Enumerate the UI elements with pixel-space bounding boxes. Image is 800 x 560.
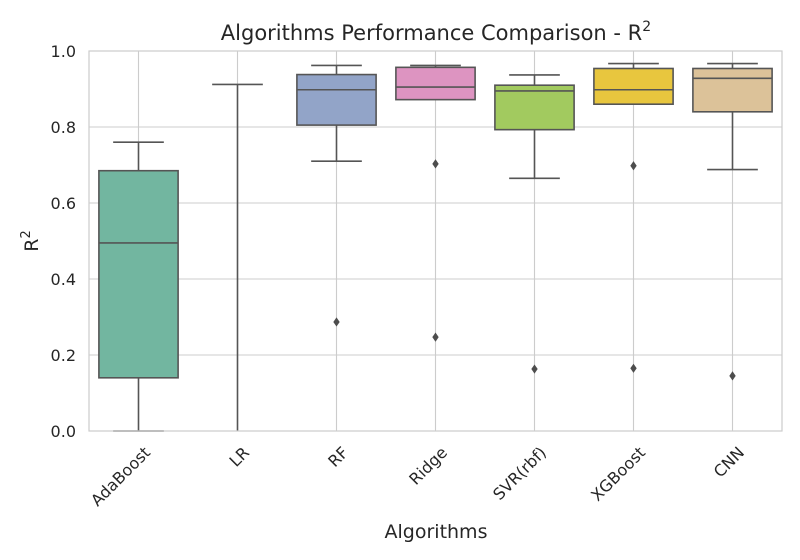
y-tick-label: 0.2 (51, 346, 76, 365)
y-tick-label: 0.4 (51, 270, 76, 289)
box-group (494, 74, 575, 374)
box-group (395, 64, 476, 342)
outlier-point (333, 317, 340, 327)
box-group (692, 62, 773, 381)
outlier-point (630, 161, 637, 171)
box (296, 73, 377, 126)
chart-title-superscript: 2 (642, 19, 651, 35)
x-axis-label: Algorithms (385, 521, 488, 543)
y-tick-label: 0.0 (51, 422, 76, 441)
outlier-point (432, 332, 439, 342)
box (98, 169, 179, 379)
y-axis-label-superscript: 2 (19, 230, 34, 238)
box-group (212, 83, 263, 431)
y-axis-label: R2 (19, 230, 43, 251)
box (494, 84, 575, 131)
outlier-point (729, 371, 736, 381)
plot-area-border (88, 50, 783, 432)
box-group (593, 62, 674, 373)
y-tick-label: 0.6 (51, 194, 76, 213)
y-tick-label: 0.8 (51, 118, 76, 137)
chart-title: Algorithms Performance Comparison - R2 (221, 19, 651, 45)
box-group (296, 64, 377, 327)
box (395, 66, 476, 101)
y-tick-label: 1.0 (51, 42, 76, 61)
outlier-point (531, 364, 538, 374)
boxes (98, 62, 773, 432)
outlier-point (432, 159, 439, 169)
box (692, 67, 773, 113)
box (593, 67, 674, 106)
y-tick-labels: 0.0 0.2 0.4 0.6 0.8 1.0 (51, 42, 76, 441)
outlier-point (630, 363, 637, 373)
